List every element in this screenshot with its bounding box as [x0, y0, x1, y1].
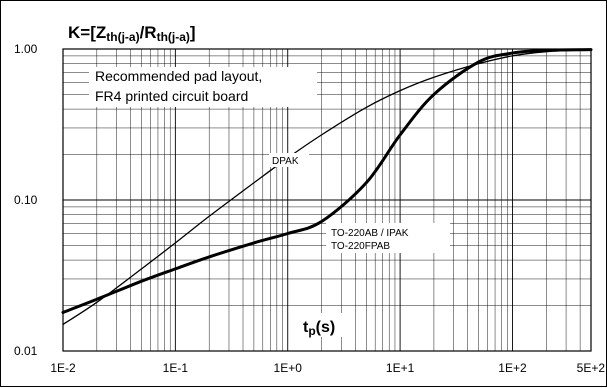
x-tick-label: 1E+1	[386, 361, 415, 375]
xlabel-bg	[297, 313, 353, 337]
x-tick-label: 5E+2	[577, 361, 606, 375]
series-line-0	[62, 49, 592, 326]
tick-layer: 1E-2 1E-1 1E+0 1E+1 1E+2 5E+2 0.01 0.10 1.00	[14, 42, 605, 375]
x-axis-label: tp(s)	[303, 319, 335, 338]
x-tick-label: 1E-2	[50, 361, 76, 375]
note-box	[89, 67, 317, 107]
series-label-dpak: DPAK	[272, 156, 299, 167]
xlabel-suffix: (s)	[316, 319, 336, 336]
note-line-2: FR4 printed circuit board	[95, 88, 248, 104]
x-tick-label: 1E-1	[163, 361, 189, 375]
x-tick-label: 1E+0	[274, 361, 303, 375]
plot-frame	[62, 48, 592, 352]
xlabel-main: t	[303, 319, 309, 336]
title-part-suffix: ]	[190, 23, 196, 42]
title-part-sub1: th(j-a)	[106, 30, 139, 44]
xlabel-sub: p	[308, 324, 315, 338]
series-layer	[61, 48, 593, 326]
note-line-1: Recommended pad layout,	[95, 68, 262, 84]
y-tick-label: 0.10	[14, 193, 38, 207]
title-part-mid: /R	[140, 23, 157, 42]
title-part-prefix: K=[Z	[68, 23, 106, 42]
chart-title: K=[Zth(j-a)/Rth(j-a)]	[68, 23, 196, 44]
series-label-to220ab-ipak: TO-220AB / IPAK	[331, 228, 409, 239]
label-bg-to220	[326, 223, 450, 253]
label-bg-dpak	[269, 153, 309, 167]
series-label-to220fpab: TO-220FPAB	[331, 241, 390, 252]
title-part-sub2: th(j-a)	[157, 30, 190, 44]
x-tick-label: 1E+2	[498, 361, 527, 375]
y-tick-label: 0.01	[14, 344, 38, 358]
y-tick-label: 1.00	[14, 42, 38, 56]
series-line-1	[61, 48, 593, 314]
